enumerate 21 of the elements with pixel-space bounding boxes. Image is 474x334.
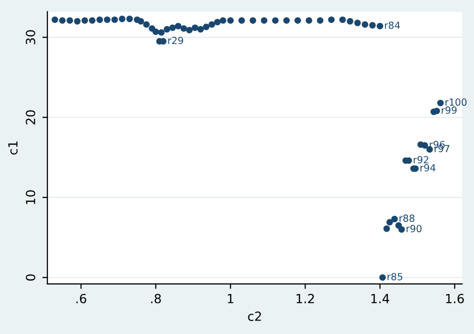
annotation: r88 [400, 214, 414, 222]
y-tick-label: 10 [26, 190, 36, 204]
annotation: r94 [420, 164, 436, 172]
x-tick-label: 1.2 [296, 294, 314, 304]
x-tick-label: 1.4 [371, 294, 390, 304]
annotation: r92 [414, 156, 428, 164]
x-tick-label: .6 [76, 294, 86, 304]
annotation: r99 [442, 106, 457, 114]
annotation: r84 [384, 22, 400, 29]
y-tick-label: 30 [26, 30, 36, 44]
annotation: r85 [388, 272, 402, 280]
y-tick-label: 0 [26, 274, 36, 281]
annotation: r90 [406, 224, 422, 232]
y-tick-label: 20 [26, 110, 36, 124]
x-tick-label: 1 [228, 294, 234, 304]
x-tick-label: 1.6 [446, 294, 464, 304]
annotation: r29 [168, 36, 184, 44]
x-axis-title: c2 [248, 311, 261, 321]
y-axis-title: c1 [8, 142, 18, 155]
x-tick-label: .8 [151, 294, 161, 304]
annotation: r100 [446, 98, 467, 106]
